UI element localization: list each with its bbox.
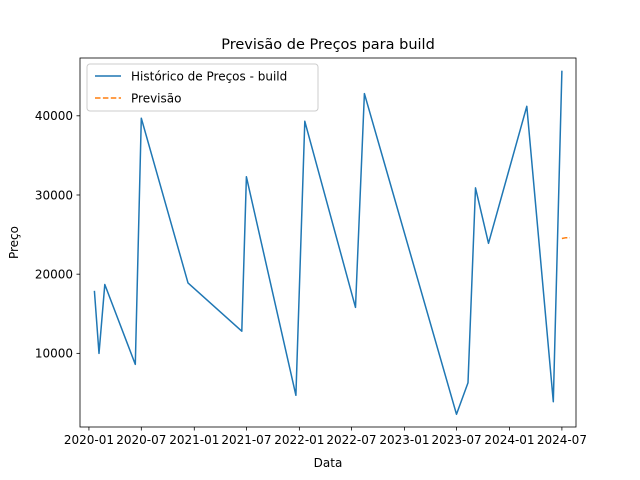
plot-lines: [93, 70, 570, 416]
y-axis-label: Preço: [7, 226, 21, 259]
y-tick-label: 30000: [35, 188, 73, 202]
y-axis-ticks: 10000 20000 30000 40000: [35, 109, 80, 361]
x-axis-label: Data: [314, 456, 343, 470]
legend-label-history: Histórico de Preços - build: [131, 70, 287, 84]
x-tick-label: 2021-01: [169, 433, 219, 447]
x-tick-label: 2024-07: [537, 433, 587, 447]
chart-title: Previsão de Preços para build: [221, 37, 435, 53]
x-tick-label: 2023-07: [431, 433, 481, 447]
x-tick-label: 2023-01: [379, 433, 429, 447]
y-tick-label: 10000: [35, 347, 73, 361]
x-tick-label: 2022-01: [274, 433, 324, 447]
x-tick-label: 2022-07: [326, 433, 376, 447]
legend-box: [86, 63, 319, 112]
legend: Histórico de Preços - build Previsão: [86, 63, 319, 112]
x-tick-label: 2020-07: [116, 433, 166, 447]
series-line-0: [93, 70, 563, 416]
x-tick-label: 2024-01: [484, 433, 534, 447]
legend-label-forecast: Previsão: [131, 92, 181, 106]
series-line-1: [561, 236, 570, 240]
x-axis-ticks: 2020-01 2020-07 2021-01 2021-07 2022-01 2022-…: [64, 427, 587, 447]
plot-frame: [79, 57, 577, 428]
x-tick-label: 2020-01: [64, 433, 114, 447]
x-tick-label: 2021-07: [221, 433, 271, 447]
y-tick-label: 20000: [35, 267, 73, 281]
y-tick-label: 40000: [35, 109, 73, 123]
